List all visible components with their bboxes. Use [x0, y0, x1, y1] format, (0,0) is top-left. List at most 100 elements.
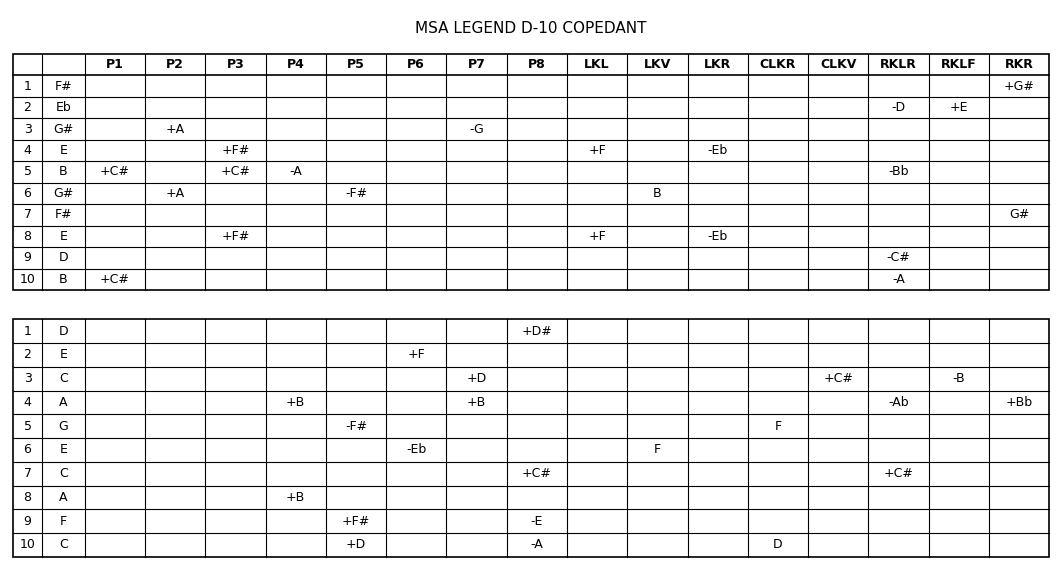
- Text: E: E: [59, 444, 68, 456]
- Text: G#: G#: [53, 122, 73, 135]
- Text: +D: +D: [466, 372, 486, 385]
- Text: 3: 3: [23, 122, 32, 135]
- Text: 6: 6: [23, 187, 32, 200]
- Text: +F: +F: [588, 230, 606, 243]
- Text: E: E: [59, 349, 68, 362]
- Text: 3: 3: [23, 372, 32, 385]
- Text: 2: 2: [23, 101, 32, 114]
- Text: A: A: [59, 491, 68, 504]
- Text: 9: 9: [23, 251, 32, 264]
- Text: LKL: LKL: [584, 58, 610, 71]
- Text: D: D: [58, 251, 68, 264]
- Text: -A: -A: [530, 539, 543, 551]
- Bar: [13, 319, 1049, 557]
- Text: F: F: [654, 444, 661, 456]
- Text: P8: P8: [528, 58, 546, 71]
- Text: 10: 10: [19, 539, 35, 551]
- Text: 10: 10: [19, 273, 35, 286]
- Text: F: F: [59, 515, 67, 527]
- Text: +A: +A: [166, 187, 185, 200]
- Text: RKLR: RKLR: [880, 58, 917, 71]
- Text: -Ab: -Ab: [888, 396, 909, 409]
- Text: B: B: [59, 165, 68, 179]
- Text: +F#: +F#: [221, 230, 250, 243]
- Text: +E: +E: [949, 101, 969, 114]
- Text: F: F: [774, 420, 782, 432]
- Text: P6: P6: [408, 58, 425, 71]
- Text: +F: +F: [588, 144, 606, 157]
- Text: -A: -A: [892, 273, 905, 286]
- Text: 1: 1: [23, 80, 32, 93]
- Text: +C#: +C#: [521, 467, 552, 480]
- Text: P4: P4: [287, 58, 305, 71]
- Text: G#: G#: [1009, 209, 1029, 222]
- Text: P1: P1: [106, 58, 124, 71]
- Text: F#: F#: [55, 80, 72, 93]
- Text: P3: P3: [226, 58, 244, 71]
- Text: -C#: -C#: [887, 251, 910, 264]
- Text: A: A: [59, 396, 68, 409]
- Text: +Bb: +Bb: [1006, 396, 1032, 409]
- Text: 7: 7: [23, 209, 32, 222]
- Text: 2: 2: [23, 349, 32, 362]
- Text: +C#: +C#: [221, 165, 251, 179]
- Text: +F: +F: [408, 349, 425, 362]
- Text: -F#: -F#: [345, 187, 367, 200]
- Text: -F#: -F#: [345, 420, 367, 432]
- Text: +G#: +G#: [1004, 80, 1034, 93]
- Text: +A: +A: [166, 122, 185, 135]
- Text: +F#: +F#: [342, 515, 370, 527]
- Text: B: B: [59, 273, 68, 286]
- Text: 4: 4: [23, 396, 32, 409]
- Text: +C#: +C#: [100, 273, 130, 286]
- Bar: [13, 54, 1049, 290]
- Text: 5: 5: [23, 165, 32, 179]
- Text: -B: -B: [953, 372, 965, 385]
- Text: 7: 7: [23, 467, 32, 480]
- Text: -Bb: -Bb: [888, 165, 909, 179]
- Text: MSA LEGEND D-10 COPEDANT: MSA LEGEND D-10 COPEDANT: [415, 21, 647, 36]
- Text: Eb: Eb: [55, 101, 71, 114]
- Text: -G: -G: [469, 122, 484, 135]
- Text: 9: 9: [23, 515, 32, 527]
- Text: C: C: [59, 467, 68, 480]
- Text: +B: +B: [286, 491, 305, 504]
- Text: P2: P2: [166, 58, 184, 71]
- Text: 1: 1: [23, 325, 32, 338]
- Text: +D: +D: [346, 539, 366, 551]
- Text: +D#: +D#: [521, 325, 552, 338]
- Text: +B: +B: [286, 396, 305, 409]
- Text: 6: 6: [23, 444, 32, 456]
- Text: -D: -D: [891, 101, 906, 114]
- Text: -A: -A: [289, 165, 302, 179]
- Text: P5: P5: [347, 58, 365, 71]
- Text: F#: F#: [55, 209, 72, 222]
- Text: P7: P7: [467, 58, 485, 71]
- Text: B: B: [653, 187, 662, 200]
- Text: D: D: [773, 539, 783, 551]
- Text: +C#: +C#: [100, 165, 130, 179]
- Text: CLKV: CLKV: [820, 58, 856, 71]
- Text: LKV: LKV: [644, 58, 671, 71]
- Text: C: C: [59, 372, 68, 385]
- Text: +C#: +C#: [823, 372, 853, 385]
- Text: 4: 4: [23, 144, 32, 157]
- Text: -Eb: -Eb: [707, 230, 727, 243]
- Text: G#: G#: [53, 187, 73, 200]
- Text: CLKR: CLKR: [759, 58, 796, 71]
- Text: -E: -E: [531, 515, 543, 527]
- Text: RKR: RKR: [1005, 58, 1033, 71]
- Text: RKLF: RKLF: [941, 58, 977, 71]
- Text: +B: +B: [467, 396, 486, 409]
- Text: -Eb: -Eb: [406, 444, 426, 456]
- Text: G: G: [58, 420, 68, 432]
- Text: C: C: [59, 539, 68, 551]
- Text: +F#: +F#: [221, 144, 250, 157]
- Text: D: D: [58, 325, 68, 338]
- Text: LKR: LKR: [704, 58, 732, 71]
- Text: 8: 8: [23, 491, 32, 504]
- Text: +C#: +C#: [884, 467, 913, 480]
- Text: E: E: [59, 144, 68, 157]
- Text: E: E: [59, 230, 68, 243]
- Text: -Eb: -Eb: [707, 144, 727, 157]
